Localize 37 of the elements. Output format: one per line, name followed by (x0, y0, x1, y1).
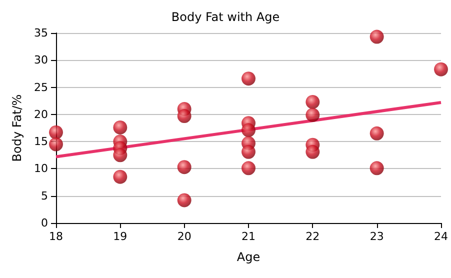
y-tick-label: 20 (34, 108, 48, 121)
point (306, 94, 320, 109)
point (49, 137, 63, 152)
point (113, 120, 128, 134)
point (242, 72, 256, 86)
x-tick-label: 18 (49, 230, 63, 243)
point (242, 161, 256, 176)
y-tick-label: 0 (41, 216, 48, 230)
point (242, 144, 256, 159)
x-tick-label: 20 (177, 230, 192, 243)
point (113, 170, 128, 184)
point (177, 109, 192, 124)
y-tick-label: 30 (34, 54, 48, 67)
x-tick-label: 22 (306, 230, 320, 243)
point (370, 161, 384, 176)
y-tick-label: 35 (34, 26, 48, 40)
point (306, 108, 320, 122)
point (177, 193, 192, 208)
chart-title: Body Fat with Age (171, 10, 280, 24)
point (113, 148, 128, 162)
y-tick-label: 15 (34, 135, 48, 148)
y-tick-label: 25 (34, 80, 48, 94)
point (370, 30, 384, 44)
point (306, 144, 320, 159)
x-tick-label: 23 (370, 230, 384, 243)
point (242, 123, 256, 138)
point (434, 62, 448, 76)
x-axis-title: Age (236, 250, 260, 264)
point (370, 126, 384, 140)
y-axis-title: Body Fat/% (10, 94, 24, 162)
x-tick-label: 24 (434, 230, 448, 243)
y-tick-label: 5 (41, 189, 48, 202)
x-tick-label: 21 (242, 230, 256, 243)
point (49, 125, 63, 140)
y-tick-label: 10 (34, 162, 48, 176)
x-tick-label: 19 (113, 230, 128, 243)
point (177, 160, 192, 174)
